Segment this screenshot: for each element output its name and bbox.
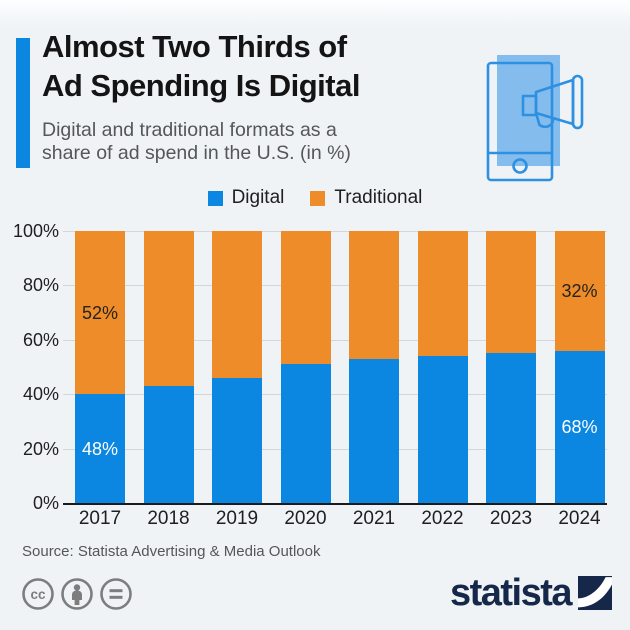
- no-derivatives-icon: [100, 578, 132, 610]
- source-note: Source: Statista Advertising & Media Out…: [22, 543, 321, 560]
- bar-segment-digital: [417, 356, 468, 503]
- traditional-swatch-icon: [310, 190, 326, 206]
- digital-swatch-icon: [207, 190, 223, 206]
- bar-segment-digital: [75, 394, 125, 503]
- title-line-1: Almost Two Thirds of: [42, 29, 347, 64]
- gridline-100%: [63, 231, 607, 232]
- megaphone-bell: [534, 112, 555, 129]
- bar-2022: [417, 231, 468, 503]
- bar-2019: [212, 231, 262, 503]
- bar-segment-digital: [280, 364, 331, 503]
- bar-segment-traditional: [75, 231, 125, 395]
- subtitle-line-1: Digital and traditional formats as a: [42, 119, 337, 141]
- bar-segment-traditional: [349, 231, 399, 359]
- bar-segment-traditional: [486, 231, 536, 354]
- bar-2024: [554, 231, 605, 503]
- bar-segment-traditional: [554, 231, 605, 351]
- bar-segment-traditional: [212, 231, 262, 378]
- megaphone-rim: [571, 74, 584, 130]
- gridline-40%: [63, 394, 607, 396]
- value-label-2017-traditional: 52%: [81, 302, 119, 323]
- bar-segment-traditional: [280, 231, 331, 365]
- x-tick-label: 2017: [78, 508, 122, 529]
- bar-segment-digital: [349, 358, 399, 503]
- bar-2023: [486, 231, 536, 503]
- x-tick-label: 2022: [421, 508, 464, 529]
- y-tick-label: 60%: [22, 329, 59, 350]
- y-tick-label: 40%: [22, 384, 59, 405]
- gridline-20%: [63, 448, 607, 450]
- statista-logo-text: statista: [449, 572, 573, 614]
- statista-logo-mark: [578, 576, 612, 610]
- bar-segment-traditional: [143, 231, 194, 387]
- title-accent-bar: [16, 38, 30, 168]
- bar-segment-digital: [486, 353, 536, 503]
- value-label-2024-digital: 68%: [561, 416, 598, 437]
- x-tick-label: 2019: [215, 508, 259, 529]
- y-tick-label: 100%: [12, 221, 59, 241]
- chart-subtitle: Digital and traditional formats as a shar…: [42, 119, 351, 165]
- x-tick-label: 2023: [489, 508, 533, 529]
- y-tick-label: 20%: [22, 438, 59, 459]
- x-tick-label: 2018: [147, 508, 190, 529]
- bar-2017: [75, 231, 125, 503]
- legend-item-traditional: Traditional: [310, 187, 422, 209]
- svg-text:cc: cc: [30, 587, 46, 602]
- plot-area: 52% 48% 32% 68%: [63, 231, 607, 505]
- statista-logo: statista: [450, 574, 612, 612]
- bar-segment-digital: [554, 350, 605, 503]
- y-tick-label: 0%: [32, 493, 59, 513]
- bar-2018: [143, 231, 194, 503]
- subtitle-line-2: share of ad spend in the U.S. (in %): [42, 142, 351, 164]
- y-tick-label: 80%: [22, 275, 59, 296]
- page-title: Almost Two Thirds of Ad Spending Is Digit…: [42, 27, 360, 105]
- gridline-60%: [63, 339, 607, 341]
- license-icons: cc: [21, 577, 133, 611]
- bar-2021: [349, 231, 399, 503]
- legend-item-digital: Digital: [207, 187, 285, 209]
- bar-segment-digital: [212, 377, 262, 503]
- value-label-2024-traditional: 32%: [561, 280, 598, 301]
- x-tick-label: 2020: [284, 508, 327, 529]
- chart-legend: Digital Traditional: [0, 187, 630, 209]
- bar-segment-digital: [143, 386, 194, 503]
- legend-label-digital: Digital: [231, 187, 285, 208]
- cc-icon: cc: [22, 578, 54, 610]
- phone-home-button: [512, 158, 528, 174]
- legend-label-traditional: Traditional: [334, 187, 423, 208]
- icon-highlight-fill: [497, 55, 560, 166]
- x-tick-label: 2021: [352, 508, 396, 529]
- x-tick-label: 2024: [558, 508, 601, 529]
- bar-segment-traditional: [417, 231, 468, 357]
- smartphone-megaphone-icon: [486, 55, 584, 182]
- value-label-2017-digital: 48%: [81, 438, 119, 459]
- title-line-2: Ad Spending Is Digital: [42, 68, 360, 103]
- bar-2020: [280, 231, 331, 503]
- gridline-80%: [63, 285, 607, 287]
- attribution-icon: [61, 578, 93, 610]
- x-axis: 2017 2018 2019 2020 2021 2022 2023 2024: [63, 508, 607, 532]
